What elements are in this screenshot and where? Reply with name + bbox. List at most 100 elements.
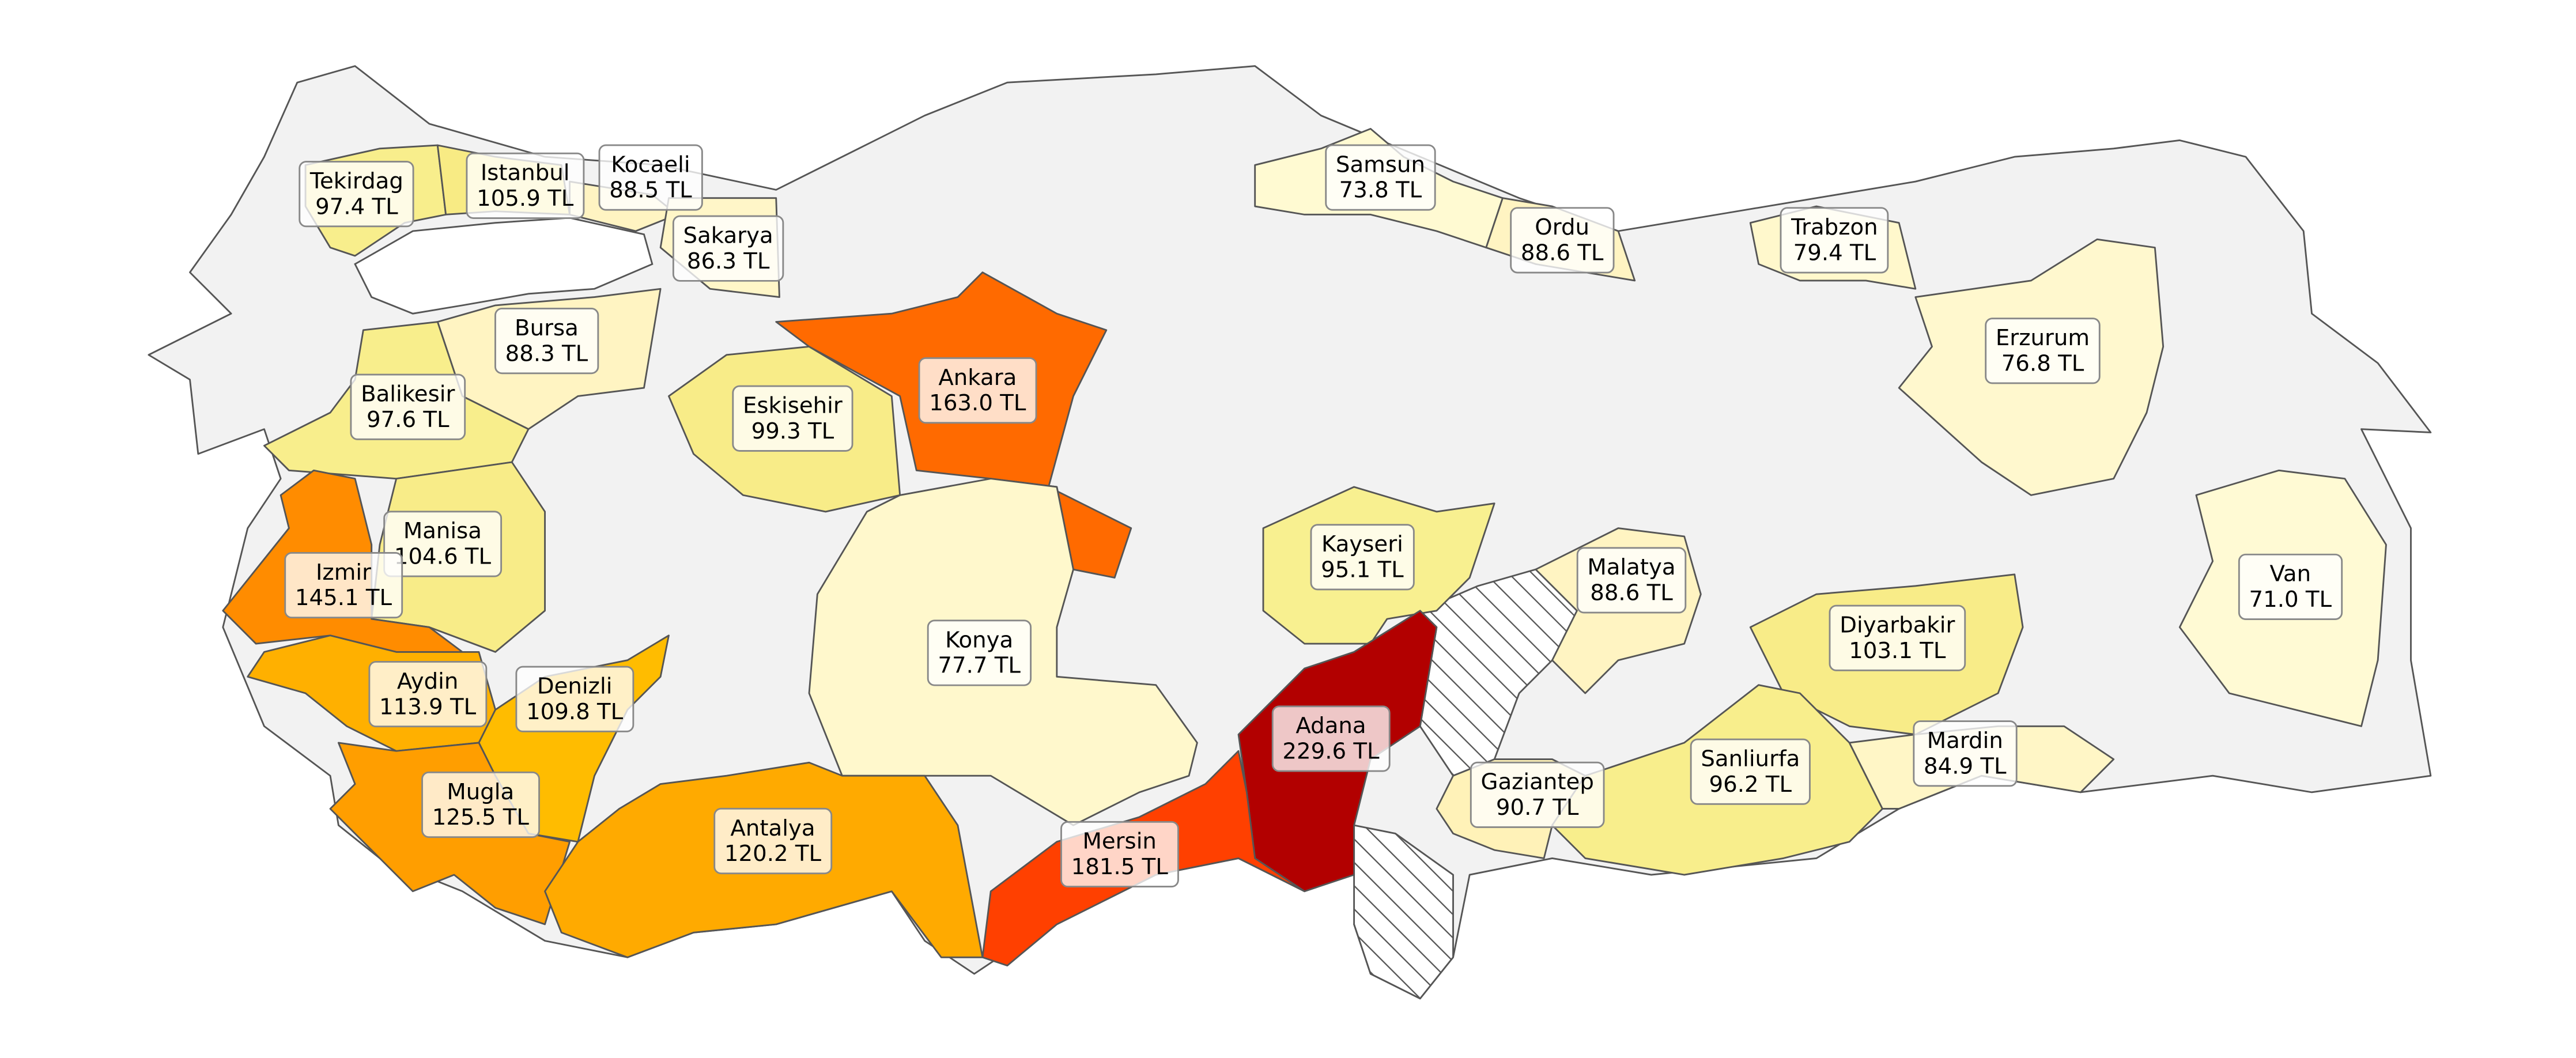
label-box <box>713 807 833 875</box>
province-value: 229.6 TL <box>1282 739 1380 765</box>
province-name: Manisa <box>403 518 482 544</box>
province-name: Mugla <box>447 779 514 805</box>
label-box <box>299 161 414 228</box>
province-name: Adana <box>1295 713 1366 739</box>
province-name: Trabzon <box>1791 214 1878 240</box>
label-box <box>1690 738 1811 805</box>
province-value: 73.8 TL <box>1339 177 1422 203</box>
province-value: 86.3 TL <box>687 248 770 274</box>
province-value: 120.2 TL <box>724 841 822 867</box>
province-value: 95.1 TL <box>1321 557 1404 583</box>
label-box <box>1271 705 1391 772</box>
province-value: 145.1 TL <box>295 585 392 611</box>
label-box <box>1780 207 1889 274</box>
province-name: Samsun <box>1336 152 1425 177</box>
label-box <box>368 660 488 728</box>
label-box <box>1985 318 2101 384</box>
province-name: Ankara <box>938 365 1017 391</box>
label-box <box>1325 144 1436 211</box>
label-box <box>466 152 585 219</box>
province-value: 84.9 TL <box>1924 753 2007 779</box>
label-box <box>732 385 853 452</box>
label-box <box>918 357 1037 424</box>
province-name: Kayseri <box>1321 531 1403 557</box>
label-box <box>383 511 503 577</box>
label-box <box>1829 604 1966 671</box>
province-value: 97.4 TL <box>315 194 398 220</box>
province-name: Istanbul <box>481 160 570 186</box>
province-value: 77.7 TL <box>938 653 1021 679</box>
province-name: Mersin <box>1083 829 1157 855</box>
province-value: 88.6 TL <box>1590 580 1673 606</box>
province-name: Eskisehir <box>743 393 843 419</box>
province-name: Aydin <box>397 668 459 694</box>
province-name: Erzurum <box>1996 325 2090 351</box>
label-box <box>494 308 599 375</box>
province-name: Gaziantep <box>1480 769 1593 795</box>
province-name: Sakarya <box>683 223 773 249</box>
province-name: Sanliurfa <box>1701 746 1800 772</box>
province-value: 109.8 TL <box>526 699 624 725</box>
label-box <box>1310 524 1415 591</box>
label-box <box>927 619 1032 686</box>
province-value: 99.3 TL <box>751 418 834 444</box>
province-value: 163.0 TL <box>929 390 1026 416</box>
province-value: 97.6 TL <box>367 407 450 433</box>
label-box <box>1576 547 1687 614</box>
label-box <box>1913 720 2018 787</box>
province-value: 71.0 TL <box>2249 587 2332 613</box>
label-box <box>1060 821 1179 887</box>
province-name: Mardin <box>1927 728 2003 754</box>
province-name: Diyarbakir <box>1840 612 1955 638</box>
province-value: 88.5 TL <box>609 177 692 203</box>
province-value: 88.6 TL <box>1521 240 1604 266</box>
province-value: 104.6 TL <box>394 544 492 570</box>
province-name: Tekirdag <box>309 168 403 194</box>
province-name: Van <box>2269 561 2311 587</box>
province-value: 125.5 TL <box>432 804 530 830</box>
province-value: 96.2 TL <box>1709 772 1792 798</box>
province-value: 181.5 TL <box>1071 854 1169 880</box>
label-box <box>421 771 540 838</box>
label-box <box>350 373 466 440</box>
sea-of-marmara <box>354 217 654 315</box>
province-name: Malatya <box>1587 554 1675 580</box>
province-name: Bursa <box>515 315 579 341</box>
province-name: Konya <box>945 627 1013 653</box>
province-value: 90.7 TL <box>1496 795 1579 821</box>
province-name: Denizli <box>537 673 613 699</box>
province-name: Izmir <box>316 560 371 585</box>
label-box <box>284 551 403 619</box>
province-value: 76.8 TL <box>2001 351 2084 377</box>
label-box <box>1510 207 1615 274</box>
province-name: Ordu <box>1535 214 1589 240</box>
province-value: 88.3 TL <box>505 341 588 366</box>
province-value: 103.1 TL <box>1849 638 1946 664</box>
province-value: 113.9 TL <box>379 694 477 720</box>
province-value: 79.4 TL <box>1793 240 1876 266</box>
province-name: Kocaeli <box>611 152 690 177</box>
label-box <box>2238 553 2343 620</box>
